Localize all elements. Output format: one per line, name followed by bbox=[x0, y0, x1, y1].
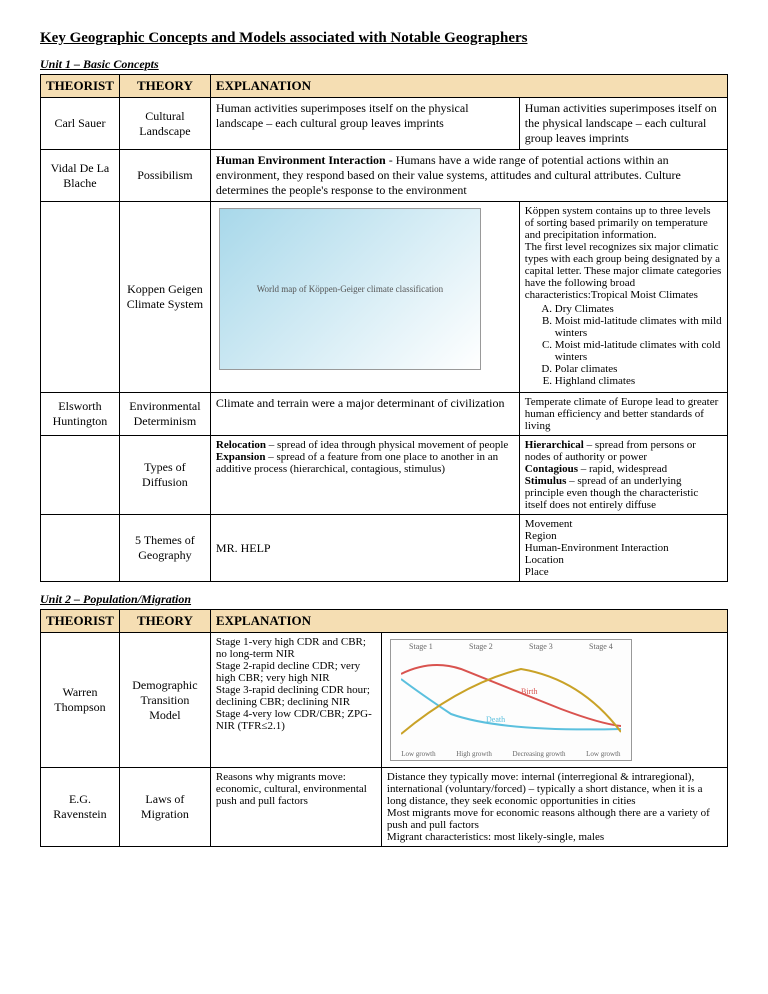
cell-explanation: Relocation – spread of idea through phys… bbox=[210, 436, 519, 515]
text: – spread of idea through physical moveme… bbox=[266, 439, 508, 451]
list-item: Polar climates bbox=[555, 363, 722, 375]
header-theorist: THEORIST bbox=[41, 610, 120, 633]
list-item: Moist mid-latitude climates with cold wi… bbox=[555, 339, 722, 363]
growth-label: Low growth bbox=[586, 750, 620, 758]
cell-explanation: Hierarchical – spread from persons or no… bbox=[519, 436, 727, 515]
cell-theorist: Elsworth Huntington bbox=[41, 393, 120, 436]
growth-label: Decreasing growth bbox=[512, 750, 565, 758]
cell-chart: Stage 1 Stage 2 Stage 3 Stage 4 Birth De… bbox=[381, 633, 727, 768]
text: Distance they typically move: internal (… bbox=[387, 771, 703, 807]
unit1-heading: Unit 1 – Basic Concepts bbox=[40, 57, 728, 72]
cell-explanation: Distance they typically move: internal (… bbox=[381, 768, 727, 847]
text: Movement bbox=[525, 518, 573, 530]
cell-theory: Laws of Migration bbox=[119, 768, 210, 847]
header-explanation: EXPLANATION bbox=[210, 610, 727, 633]
header-theorist: THEORIST bbox=[41, 75, 120, 98]
cell-theory: Possibilism bbox=[119, 150, 210, 202]
dtm-chart: Stage 1 Stage 2 Stage 3 Stage 4 Birth De… bbox=[390, 639, 632, 761]
stage-label: Stage 3 bbox=[529, 642, 553, 651]
bold-term: Stimulus bbox=[525, 475, 567, 487]
stage-label: Stage 1 bbox=[409, 642, 433, 651]
text: Köppen system contains up to three level… bbox=[525, 205, 711, 241]
list-item: Moist mid-latitude climates with mild wi… bbox=[555, 315, 722, 339]
dtm-curves-icon: Birth Death bbox=[401, 654, 621, 744]
death-label: Death bbox=[486, 715, 505, 724]
unit1-table: THEORIST THEORY EXPLANATION Carl Sauer C… bbox=[40, 74, 728, 582]
text: Most migrants move for economic reasons … bbox=[387, 807, 710, 831]
unit2-table: THEORIST THEORY EXPLANATION Warren Thomp… bbox=[40, 609, 728, 847]
stage-label: Stage 2 bbox=[469, 642, 493, 651]
bold-term: Expansion bbox=[216, 451, 266, 463]
bold-term: Human Environment Interaction bbox=[216, 153, 386, 167]
koppen-map-image: World map of Köppen-Geiger climate class… bbox=[219, 208, 481, 370]
table-header-row: THEORIST THEORY EXPLANATION bbox=[41, 610, 728, 633]
growth-labels: Low growth High growth Decreasing growth… bbox=[391, 750, 631, 758]
cell-explanation: Movement Region Human-Environment Intera… bbox=[519, 515, 727, 582]
cell-theory: Demographic Transition Model bbox=[119, 633, 210, 768]
cell-theorist: Carl Sauer bbox=[41, 98, 120, 150]
cell-explanation: Climate and terrain were a major determi… bbox=[210, 393, 519, 436]
table-row: Types of Diffusion Relocation – spread o… bbox=[41, 436, 728, 515]
text: Human-Environment Interaction bbox=[525, 542, 669, 554]
list-item: Dry Climates bbox=[555, 303, 722, 315]
cell-mnemonic: MR. HELP bbox=[210, 515, 519, 582]
table-row: Elsworth Huntington Environmental Determ… bbox=[41, 393, 728, 436]
header-theory: THEORY bbox=[119, 75, 210, 98]
text: Stage 2-rapid decline CDR; very high CBR… bbox=[216, 660, 376, 684]
stage-label: Stage 4 bbox=[589, 642, 613, 651]
text: – rapid, widespread bbox=[578, 463, 667, 475]
cell-theorist bbox=[41, 515, 120, 582]
text: Migrant characteristics: most likely-sin… bbox=[387, 831, 604, 843]
cell-explanation: Temperate climate of Europe lead to grea… bbox=[519, 393, 727, 436]
table-row: E.G. Ravenstein Laws of Migration Reason… bbox=[41, 768, 728, 847]
page-title: Key Geographic Concepts and Models assoc… bbox=[40, 30, 728, 47]
cell-theorist bbox=[41, 202, 120, 393]
cell-explanation: Human activities superimposes itself on … bbox=[210, 98, 519, 150]
text: Stage 1-very high CDR and CBR; no long-t… bbox=[216, 636, 376, 660]
map-caption: World map of Köppen-Geiger climate class… bbox=[257, 284, 443, 294]
cell-theorist: Warren Thompson bbox=[41, 633, 120, 768]
cell-theory: Environmental Determinism bbox=[119, 393, 210, 436]
cell-theory: Cultural Landscape bbox=[119, 98, 210, 150]
cell-theorist: E.G. Ravenstein bbox=[41, 768, 120, 847]
bold-term: Relocation bbox=[216, 439, 266, 451]
cell-explanation: Köppen system contains up to three level… bbox=[519, 202, 727, 393]
table-row: Warren Thompson Demographic Transition M… bbox=[41, 633, 728, 768]
cell-theory: Koppen Geigen Climate System bbox=[119, 202, 210, 393]
cell-theory: Types of Diffusion bbox=[119, 436, 210, 515]
table-row: Carl Sauer Cultural Landscape Human acti… bbox=[41, 98, 728, 150]
cell-explanation: Human Environment Interaction - Humans h… bbox=[210, 150, 727, 202]
table-row: 5 Themes of Geography MR. HELP Movement … bbox=[41, 515, 728, 582]
table-row: Koppen Geigen Climate System World map o… bbox=[41, 202, 728, 393]
table-header-row: THEORIST THEORY EXPLANATION bbox=[41, 75, 728, 98]
climate-list: Dry Climates Moist mid-latitude climates… bbox=[525, 303, 722, 387]
cell-theorist bbox=[41, 436, 120, 515]
table-row: Vidal De La Blache Possibilism Human Env… bbox=[41, 150, 728, 202]
cell-explanation: Reasons why migrants move: economic, cul… bbox=[210, 768, 381, 847]
text: Stage 4-very low CDR/CBR; ZPG-NIR (TFR≤2… bbox=[216, 708, 376, 732]
text: Location bbox=[525, 554, 564, 566]
growth-label: High growth bbox=[456, 750, 492, 758]
cell-map: World map of Köppen-Geiger climate class… bbox=[210, 202, 519, 393]
text: Place bbox=[525, 566, 549, 578]
growth-label: Low growth bbox=[401, 750, 435, 758]
header-explanation: EXPLANATION bbox=[210, 75, 727, 98]
bold-term: Hierarchical bbox=[525, 439, 584, 451]
stage-labels: Stage 1 Stage 2 Stage 3 Stage 4 bbox=[391, 642, 631, 651]
cell-explanation: Stage 1-very high CDR and CBR; no long-t… bbox=[210, 633, 381, 768]
birth-label: Birth bbox=[521, 687, 537, 696]
header-theory: THEORY bbox=[119, 610, 210, 633]
text: The first level recognizes six major cli… bbox=[525, 241, 722, 301]
text: Region bbox=[525, 530, 557, 542]
unit2-heading: Unit 2 – Population/Migration bbox=[40, 592, 728, 607]
bold-term: Contagious bbox=[525, 463, 578, 475]
cell-theory: 5 Themes of Geography bbox=[119, 515, 210, 582]
text: Stage 3-rapid declining CDR hour; declin… bbox=[216, 684, 376, 708]
cell-explanation: Human activities superimposes itself on … bbox=[519, 98, 727, 150]
list-item: Highland climates bbox=[555, 375, 722, 387]
cell-theorist: Vidal De La Blache bbox=[41, 150, 120, 202]
